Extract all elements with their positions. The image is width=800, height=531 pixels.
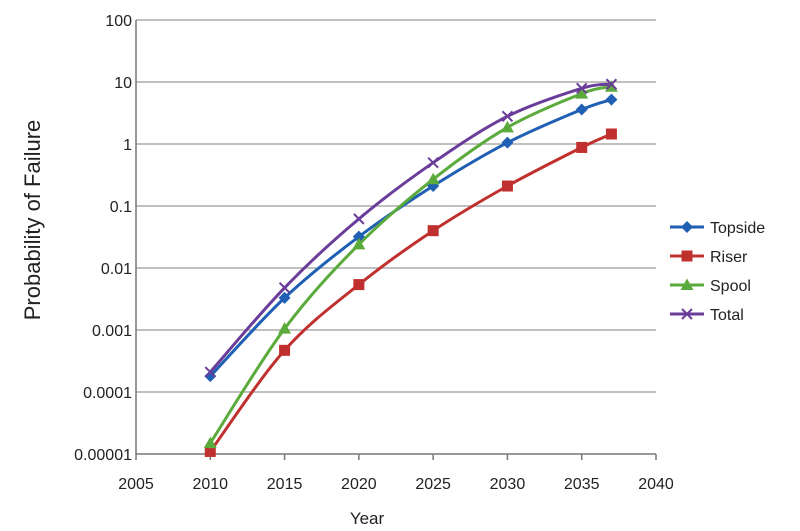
x-tick-label: 2015	[267, 476, 303, 493]
data-point-total	[576, 82, 588, 95]
y-tick-label: 0.01	[101, 261, 132, 278]
series-line-spool	[209, 85, 612, 444]
data-point-spool	[575, 87, 589, 99]
grid-lines	[136, 19, 656, 393]
data-point-topside	[204, 370, 217, 383]
x-tick-label: 2030	[490, 476, 526, 493]
legend-marker	[681, 221, 693, 233]
data-point-riser	[605, 128, 617, 140]
x-tick-label: 2005	[118, 476, 154, 493]
x-tick-label: 2010	[192, 476, 228, 493]
legend-marker	[681, 308, 693, 320]
data-point-total	[427, 156, 439, 169]
data-point-riser	[576, 141, 588, 153]
data-point-topside	[575, 103, 588, 116]
legend-label: Spool	[710, 278, 751, 295]
data-point-topside	[278, 291, 291, 304]
legend-item-total: Total	[670, 307, 744, 324]
legend: Topside Riser Spool Total	[670, 220, 765, 324]
y-tick-label: 0.1	[110, 199, 132, 216]
data-point-spool	[426, 172, 440, 185]
x-tick-label: 2020	[341, 476, 377, 493]
y-tick-label: 100	[105, 13, 132, 30]
y-tick-label: 10	[114, 75, 132, 92]
data-point-topside	[501, 136, 514, 149]
data-point-topside	[605, 93, 618, 106]
series-line-topside	[209, 98, 612, 378]
x-tick-labels: 2005 2010 2015 2020 2025 2030 2035 2040	[118, 476, 674, 493]
axes	[135, 20, 657, 460]
legend-label: Total	[710, 307, 744, 324]
series-line-riser	[209, 132, 613, 453]
series-line-total	[209, 82, 612, 373]
legend-item-riser: Riser	[670, 249, 748, 266]
data-point-riser	[204, 445, 216, 457]
data-point-total	[278, 282, 291, 294]
legend-marker	[680, 278, 694, 290]
legend-label: Riser	[710, 249, 748, 266]
y-axis-title: Probability of Failure	[20, 120, 45, 321]
x-axis-title: Year	[350, 509, 385, 528]
data-point-spool	[203, 436, 217, 449]
x-tick-label: 2040	[638, 476, 674, 493]
data-point-riser	[501, 180, 513, 192]
y-tick-labels: 0.00001 0.0001 0.001 0.01 0.1 1 10 100	[74, 13, 132, 464]
data-point-total	[204, 366, 216, 378]
y-tick-label: 0.001	[92, 323, 132, 340]
series-markers	[203, 78, 618, 457]
data-point-spool	[278, 322, 292, 334]
legend-label: Topside	[710, 220, 765, 237]
data-point-total	[501, 110, 514, 122]
data-point-riser	[427, 225, 439, 237]
x-tick-label: 2035	[564, 476, 600, 493]
y-tick-label: 0.00001	[74, 447, 132, 464]
data-point-total	[605, 78, 618, 90]
x-tick-label: 2025	[415, 476, 451, 493]
legend-item-spool: Spool	[670, 278, 751, 295]
legend-item-topside: Topside	[670, 220, 765, 237]
y-tick-label: 0.0001	[83, 385, 132, 402]
y-tick-label: 1	[123, 137, 132, 154]
data-point-riser	[279, 344, 291, 356]
data-point-riser	[353, 279, 365, 291]
data-point-topside	[352, 230, 365, 243]
data-point-spool	[500, 120, 514, 133]
data-point-spool	[352, 237, 366, 250]
legend-marker	[681, 250, 693, 262]
data-point-total	[353, 213, 365, 225]
